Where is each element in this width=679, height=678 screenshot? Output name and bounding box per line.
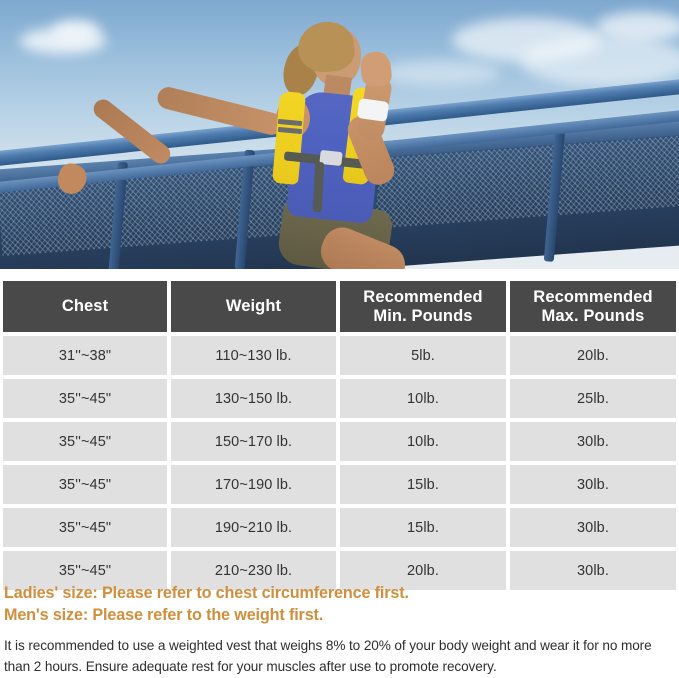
usage-recommendation-note: It is recommended to use a weighted vest… — [4, 638, 652, 674]
notes-section: Ladies' size: Please refer to chest circ… — [4, 583, 676, 677]
table-row: 35''~45" 130~150 lb. 10lb. 25lb. — [3, 379, 676, 418]
header-cell-recommended-min-pounds: Recommended Min. Pounds — [340, 281, 506, 332]
cell-chest: 35''~45" — [3, 551, 167, 590]
header-label-line2: Min. Pounds — [373, 306, 473, 325]
header-cell-weight: Weight — [171, 281, 336, 332]
cell-max-pounds: 30lb. — [510, 551, 676, 590]
cell-chest: 35''~45" — [3, 508, 167, 547]
cell-weight: 130~150 lb. — [171, 379, 336, 418]
cloud-icon — [520, 36, 679, 86]
cell-chest: 31''~38" — [3, 336, 167, 375]
sizing-highlight-note: Ladies' size: Please refer to chest circ… — [4, 583, 676, 626]
header-cell-recommended-max-pounds: Recommended Max. Pounds — [510, 281, 676, 332]
wristband — [356, 98, 390, 122]
table-row: 31''~38" 110~130 lb. 5lb. 20lb. — [3, 336, 676, 375]
cell-max-pounds: 30lb. — [510, 465, 676, 504]
cell-chest: 35''~45" — [3, 379, 167, 418]
table-row: 35''~45" 190~210 lb. 15lb. 30lb. — [3, 508, 676, 547]
table-row: 35''~45" 210~230 lb. 20lb. 30lb. — [3, 551, 676, 590]
cell-min-pounds: 10lb. — [340, 422, 506, 461]
cell-weight: 170~190 lb. — [171, 465, 336, 504]
cell-weight: 210~230 lb. — [171, 551, 336, 590]
header-cell-chest: Chest — [3, 281, 167, 332]
cell-max-pounds: 25lb. — [510, 379, 676, 418]
header-label-line2: Max. Pounds — [541, 306, 645, 325]
cell-min-pounds: 15lb. — [340, 465, 506, 504]
cell-weight: 110~130 lb. — [171, 336, 336, 375]
table-header-row: Chest Weight Recommended Min. Pounds Rec… — [3, 281, 676, 332]
cell-min-pounds: 15lb. — [340, 508, 506, 547]
runner-figure — [53, 14, 466, 269]
cell-max-pounds: 30lb. — [510, 508, 676, 547]
size-chart-table: Chest Weight Recommended Min. Pounds Rec… — [3, 281, 676, 594]
right-hand — [359, 50, 393, 88]
cell-max-pounds: 20lb. — [510, 336, 676, 375]
cell-min-pounds: 10lb. — [340, 379, 506, 418]
mens-size-note: Men's size: Please refer to the weight f… — [4, 605, 324, 624]
cell-min-pounds: 20lb. — [340, 551, 506, 590]
cloud-icon — [380, 60, 500, 86]
cloud-icon — [52, 20, 100, 42]
cell-min-pounds: 5lb. — [340, 336, 506, 375]
table-row: 35''~45" 150~170 lb. 10lb. 30lb. — [3, 422, 676, 461]
cell-weight: 150~170 lb. — [171, 422, 336, 461]
table-row: 35''~45" 170~190 lb. 15lb. 30lb. — [3, 465, 676, 504]
header-label-line1: Weight — [225, 297, 282, 316]
cell-max-pounds: 30lb. — [510, 422, 676, 461]
header-label-line1: Chest — [61, 297, 109, 316]
cell-weight: 190~210 lb. — [171, 508, 336, 547]
cell-chest: 35''~45" — [3, 422, 167, 461]
header-label-line1: Recommended — [533, 288, 653, 307]
cloud-icon — [596, 12, 679, 42]
hero-photo — [0, 0, 679, 269]
cell-chest: 35''~45" — [3, 465, 167, 504]
ladies-size-note: Ladies' size: Please refer to chest circ… — [4, 584, 409, 602]
header-label-line1: Recommended — [363, 288, 483, 307]
